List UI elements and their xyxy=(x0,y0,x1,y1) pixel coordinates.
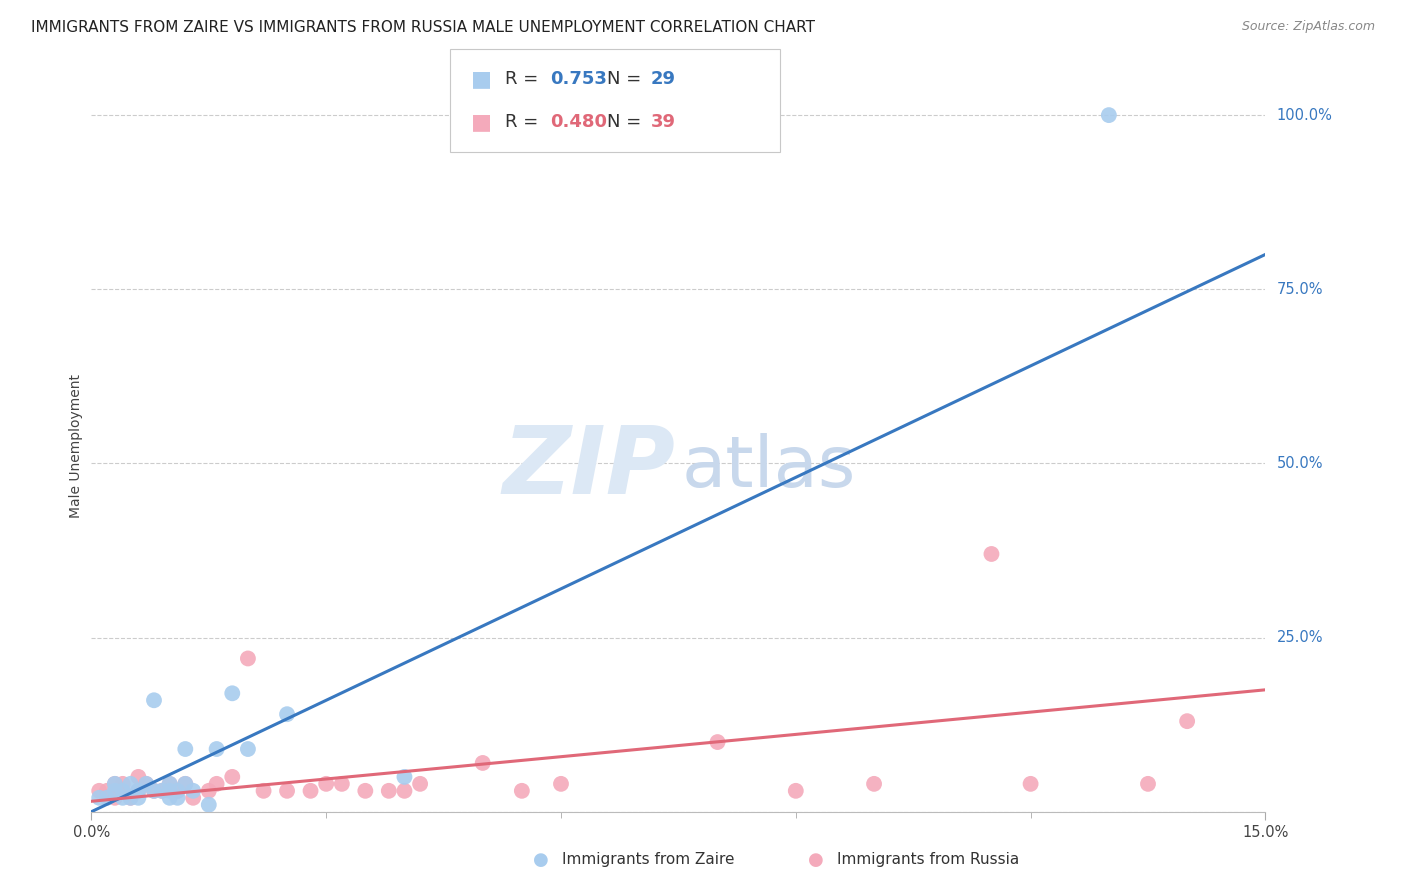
Text: atlas: atlas xyxy=(682,434,856,502)
Point xyxy=(96,784,118,798)
Text: 39: 39 xyxy=(651,113,676,131)
Point xyxy=(706,735,728,749)
Point xyxy=(104,777,127,791)
Point xyxy=(550,777,572,791)
Point xyxy=(378,784,401,798)
Point xyxy=(104,777,127,791)
Point xyxy=(104,790,127,805)
Text: R =: R = xyxy=(505,70,538,87)
Text: N =: N = xyxy=(607,113,641,131)
Y-axis label: Male Unemployment: Male Unemployment xyxy=(69,374,83,518)
Point xyxy=(197,797,219,812)
Point xyxy=(863,777,886,791)
Point xyxy=(89,784,111,798)
Point xyxy=(980,547,1002,561)
Point xyxy=(150,784,173,798)
Text: ZIP: ZIP xyxy=(502,422,675,514)
Point xyxy=(104,784,127,798)
Point xyxy=(354,784,377,798)
Point xyxy=(174,742,197,756)
Text: ●: ● xyxy=(533,851,550,869)
Text: IMMIGRANTS FROM ZAIRE VS IMMIGRANTS FROM RUSSIA MALE UNEMPLOYMENT CORRELATION CH: IMMIGRANTS FROM ZAIRE VS IMMIGRANTS FROM… xyxy=(31,20,815,35)
Point xyxy=(120,777,142,791)
Point xyxy=(120,790,142,805)
Text: 100.0%: 100.0% xyxy=(1277,108,1333,122)
Point xyxy=(252,784,274,798)
Point xyxy=(111,784,134,798)
Text: 25.0%: 25.0% xyxy=(1277,630,1323,645)
Text: 0.480: 0.480 xyxy=(550,113,607,131)
Point xyxy=(409,777,432,791)
Point xyxy=(1175,714,1198,728)
Point xyxy=(197,784,219,798)
Point xyxy=(159,784,181,798)
Point xyxy=(166,784,188,798)
Text: Immigrants from Zaire: Immigrants from Zaire xyxy=(562,853,735,867)
Text: 50.0%: 50.0% xyxy=(1277,456,1323,471)
Point xyxy=(159,790,181,805)
Point xyxy=(174,777,197,791)
Point xyxy=(111,790,134,805)
Point xyxy=(181,790,204,805)
Text: Source: ZipAtlas.com: Source: ZipAtlas.com xyxy=(1241,20,1375,33)
Point xyxy=(135,777,157,791)
Text: ■: ■ xyxy=(471,112,492,132)
Point xyxy=(127,784,149,798)
Point xyxy=(111,777,134,791)
Point xyxy=(143,784,166,798)
Point xyxy=(143,693,166,707)
Point xyxy=(236,742,259,756)
Text: ●: ● xyxy=(807,851,824,869)
Point xyxy=(96,790,118,805)
Point xyxy=(205,742,228,756)
Point xyxy=(276,707,298,722)
Text: 29: 29 xyxy=(651,70,676,87)
Text: R =: R = xyxy=(505,113,538,131)
Point xyxy=(159,777,181,791)
Point xyxy=(1019,777,1042,791)
Point xyxy=(127,784,149,798)
Point xyxy=(135,777,157,791)
Point xyxy=(394,784,416,798)
Point xyxy=(315,777,337,791)
Point xyxy=(785,784,807,798)
Text: 0.753: 0.753 xyxy=(550,70,606,87)
Point xyxy=(150,784,173,798)
Text: Immigrants from Russia: Immigrants from Russia xyxy=(837,853,1019,867)
Point xyxy=(236,651,259,665)
Point xyxy=(510,784,533,798)
Point xyxy=(330,777,353,791)
Point xyxy=(89,790,111,805)
Point xyxy=(166,784,188,798)
Point xyxy=(127,770,149,784)
Point xyxy=(166,790,188,805)
Point xyxy=(159,777,181,791)
Point xyxy=(276,784,298,798)
Point xyxy=(143,784,166,798)
Point xyxy=(174,777,197,791)
Point xyxy=(205,777,228,791)
Point xyxy=(221,686,243,700)
Point xyxy=(221,770,243,784)
Text: N =: N = xyxy=(607,70,641,87)
Point xyxy=(127,790,149,805)
Point xyxy=(471,756,494,770)
Point xyxy=(299,784,322,798)
Point xyxy=(181,784,204,798)
Point xyxy=(1136,777,1159,791)
Text: 75.0%: 75.0% xyxy=(1277,282,1323,297)
Point xyxy=(1098,108,1121,122)
Point xyxy=(111,784,134,798)
Point xyxy=(394,770,416,784)
Point xyxy=(120,790,142,805)
Text: ■: ■ xyxy=(471,69,492,89)
